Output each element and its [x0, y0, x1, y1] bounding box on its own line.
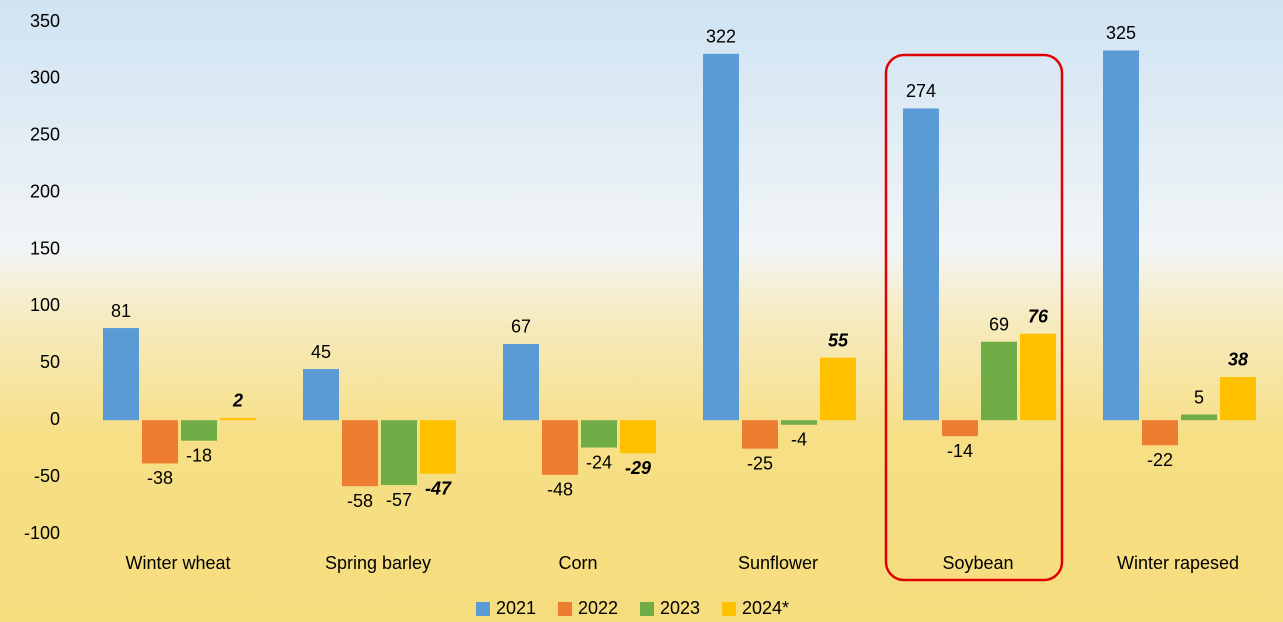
bar — [742, 420, 778, 448]
legend-label: 2021 — [496, 598, 536, 618]
x-tick-label: Sunflower — [738, 553, 818, 573]
legend-label: 2024* — [742, 598, 789, 618]
bar — [303, 369, 339, 420]
value-label: -48 — [547, 480, 573, 500]
value-label: -38 — [147, 468, 173, 488]
legend-swatch — [558, 602, 572, 616]
bar — [103, 328, 139, 420]
value-label: 81 — [111, 301, 131, 321]
bar — [1103, 50, 1139, 420]
bar — [1220, 377, 1256, 420]
y-tick-label: 50 — [40, 352, 60, 372]
x-tick-label: Winter rapesed — [1117, 553, 1239, 573]
x-tick-label: Winter wheat — [125, 553, 230, 573]
y-tick-label: 300 — [30, 68, 60, 88]
value-label: 45 — [311, 342, 331, 362]
y-tick-label: -50 — [34, 466, 60, 486]
x-tick-label: Corn — [558, 553, 597, 573]
value-label: -4 — [791, 430, 807, 450]
y-tick-label: 200 — [30, 181, 60, 201]
bar — [1181, 415, 1217, 421]
bar — [542, 420, 578, 475]
value-label: 55 — [828, 330, 849, 350]
x-tick-label: Spring barley — [325, 553, 431, 573]
bar — [142, 420, 178, 463]
value-label: 69 — [989, 314, 1009, 334]
value-label: -14 — [947, 441, 973, 461]
bar — [581, 420, 617, 447]
legend-label: 2022 — [578, 598, 618, 618]
bar — [420, 420, 456, 473]
value-label: 76 — [1028, 307, 1049, 327]
value-label: 67 — [511, 317, 531, 337]
value-label: 322 — [706, 27, 736, 47]
bar — [503, 344, 539, 420]
bar — [1020, 334, 1056, 420]
bar — [981, 342, 1017, 421]
bar — [820, 358, 856, 421]
legend-swatch — [476, 602, 490, 616]
legend-label: 2023 — [660, 598, 700, 618]
bar — [220, 418, 256, 420]
value-label: -58 — [347, 491, 373, 511]
value-label: 2 — [232, 391, 243, 411]
background — [0, 0, 1283, 622]
bar — [381, 420, 417, 485]
bar — [781, 420, 817, 425]
value-label: 5 — [1194, 387, 1204, 407]
value-label: -18 — [186, 445, 212, 465]
y-tick-label: -100 — [24, 523, 60, 543]
chart: -100 -50 0 50 100 150 200 250 300 350 Winter wheat… — [0, 0, 1283, 622]
legend-swatch — [640, 602, 654, 616]
bar — [903, 108, 939, 420]
value-label: -25 — [747, 453, 773, 473]
value-label: -29 — [625, 458, 651, 478]
bar — [703, 54, 739, 420]
value-label: -24 — [586, 452, 612, 472]
y-tick-label: 100 — [30, 295, 60, 315]
y-tick-label: 0 — [50, 409, 60, 429]
y-tick-label: 350 — [30, 11, 60, 31]
value-label: 38 — [1228, 350, 1248, 370]
legend-swatch — [722, 602, 736, 616]
bar — [942, 420, 978, 436]
bar — [620, 420, 656, 453]
value-label: -47 — [425, 478, 452, 498]
value-label: -57 — [386, 490, 412, 510]
value-label: 274 — [906, 81, 936, 101]
bar — [181, 420, 217, 440]
x-tick-label: Soybean — [942, 553, 1013, 573]
y-tick-label: 250 — [30, 125, 60, 145]
value-label: 325 — [1106, 23, 1136, 43]
bar — [1142, 420, 1178, 445]
bar — [342, 420, 378, 486]
y-tick-label: 150 — [30, 238, 60, 258]
value-label: -22 — [1147, 450, 1173, 470]
